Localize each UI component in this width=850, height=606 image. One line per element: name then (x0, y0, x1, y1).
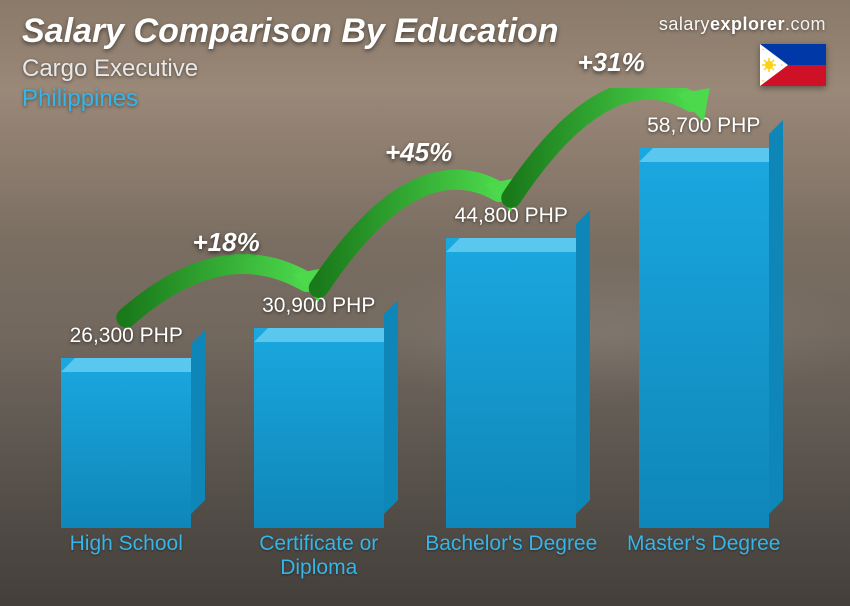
bar-shape (254, 328, 384, 528)
bar-shape (639, 148, 769, 528)
bar-shape (61, 358, 191, 528)
x-axis-label: Bachelor's Degree (419, 532, 604, 588)
increase-percent-2: +31% (578, 47, 645, 78)
x-axis-label: Master's Degree (611, 532, 796, 588)
bar-0: 26,300 PHP (34, 324, 219, 528)
salary-bar-chart: 26,300 PHP 30,900 PHP 44,800 PHP 58,700 PHP… (30, 88, 800, 588)
brand-part1: salary (659, 14, 710, 34)
bar-2: 44,800 PHP (419, 204, 604, 528)
bar-1: 30,900 PHP (226, 294, 411, 528)
increase-percent-0: +18% (193, 227, 260, 258)
brand-part2: explorer (710, 14, 785, 34)
bar-value-label: 58,700 PHP (647, 114, 760, 138)
x-axis-label: High School (34, 532, 219, 588)
brand-logo: salaryexplorer.com (659, 14, 826, 35)
brand-suffix: .com (785, 14, 826, 34)
bar-value-label: 26,300 PHP (70, 324, 183, 348)
bar-3: 58,700 PHP (611, 114, 796, 528)
x-axis-label: Certificate or Diploma (226, 532, 411, 588)
job-title: Cargo Executive (22, 55, 828, 83)
bar-shape (446, 238, 576, 528)
philippines-flag-icon (760, 44, 826, 86)
bar-value-label: 30,900 PHP (262, 294, 375, 318)
increase-percent-1: +45% (385, 137, 452, 168)
bar-value-label: 44,800 PHP (455, 204, 568, 228)
x-axis-labels: High SchoolCertificate or DiplomaBachelo… (30, 532, 800, 588)
